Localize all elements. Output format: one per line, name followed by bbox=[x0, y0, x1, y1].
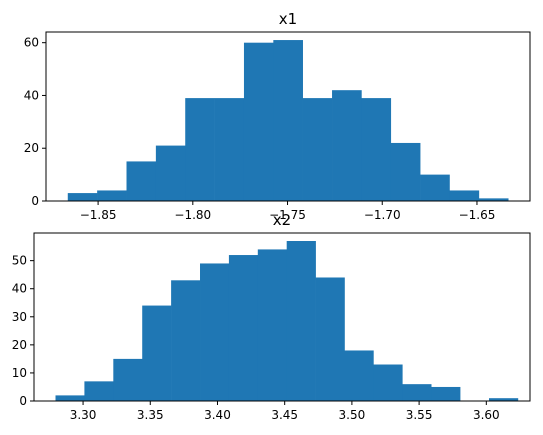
x2-x-tick-label-5: 3.55 bbox=[406, 408, 433, 422]
x2-y-tick-label-0: 0 bbox=[19, 394, 27, 408]
x2-bar-2 bbox=[113, 358, 143, 401]
x1-bar-13 bbox=[449, 190, 480, 201]
x2-y-tick-label-4: 40 bbox=[12, 282, 27, 296]
x2-x-tick-label-1: 3.35 bbox=[137, 408, 164, 422]
histogram-x1: −1.85 −1.80 −1.75 −1.70 −1.65 0 20 40 60 x1 bbox=[24, 10, 531, 222]
x1-bar-1 bbox=[97, 190, 127, 201]
x2-y-tick-label-5: 50 bbox=[12, 254, 27, 268]
x1-bar-9 bbox=[332, 90, 362, 201]
x1-bar-7 bbox=[273, 40, 303, 201]
x1-y-tick-label-1: 20 bbox=[24, 141, 39, 155]
x2-bar-13 bbox=[431, 386, 461, 401]
x2-y-tick-label-2: 20 bbox=[12, 338, 27, 352]
x1-bar-10 bbox=[361, 98, 392, 201]
x2-y-ticks: 0 10 20 30 40 50 bbox=[12, 254, 34, 408]
x2-bar-5 bbox=[200, 263, 230, 401]
x1-x-tick-label-1: −1.80 bbox=[174, 208, 211, 222]
x1-bar-6 bbox=[243, 42, 274, 201]
x1-bar-14 bbox=[478, 198, 509, 201]
x2-x-ticks: 3.30 3.35 3.40 3.45 3.50 3.55 3.60 bbox=[70, 401, 500, 422]
x2-bar-11 bbox=[373, 364, 403, 401]
x1-y-ticks: 0 20 40 60 bbox=[24, 36, 46, 208]
x1-x-tick-label-4: −1.65 bbox=[459, 208, 496, 222]
x1-title: x1 bbox=[279, 10, 297, 28]
x2-bar-10 bbox=[344, 350, 374, 401]
x1-x-tick-label-3: −1.70 bbox=[364, 208, 401, 222]
x2-bar-9 bbox=[315, 277, 345, 401]
x2-bars bbox=[55, 241, 519, 401]
x2-x-tick-label-4: 3.50 bbox=[339, 408, 366, 422]
x2-x-tick-label-2: 3.40 bbox=[204, 408, 231, 422]
x2-bar-15 bbox=[489, 398, 519, 401]
x1-bar-12 bbox=[420, 174, 450, 201]
x1-x-tick-label-0: −1.85 bbox=[80, 208, 117, 222]
x2-bar-1 bbox=[84, 381, 114, 401]
x2-bar-0 bbox=[55, 395, 85, 401]
x2-y-tick-label-3: 30 bbox=[12, 310, 27, 324]
x2-bar-6 bbox=[228, 255, 259, 401]
x2-bar-12 bbox=[402, 384, 432, 401]
x1-bar-11 bbox=[390, 142, 421, 201]
x1-bars bbox=[67, 40, 509, 201]
x1-bar-2 bbox=[126, 161, 157, 201]
x2-title: x2 bbox=[273, 211, 291, 229]
x1-bar-3 bbox=[155, 145, 186, 201]
x2-bar-7 bbox=[257, 249, 287, 401]
x1-x-ticks: −1.85 −1.80 −1.75 −1.70 −1.65 bbox=[80, 201, 496, 222]
x2-x-tick-label-3: 3.45 bbox=[271, 408, 298, 422]
histogram-x2: 3.30 3.35 3.40 3.45 3.50 3.55 3.60 0 10 20 30 40 50… bbox=[12, 211, 531, 422]
x2-y-tick-label-1: 10 bbox=[12, 366, 27, 380]
x2-bar-8 bbox=[286, 241, 316, 401]
x1-bar-0 bbox=[67, 193, 98, 201]
x1-bar-8 bbox=[302, 98, 333, 201]
x2-bar-3 bbox=[142, 305, 172, 401]
x1-y-tick-label-3: 60 bbox=[24, 36, 39, 50]
x1-bar-5 bbox=[214, 98, 245, 201]
x2-x-tick-label-0: 3.30 bbox=[70, 408, 97, 422]
x1-x-tick-label-2: −1.75 bbox=[269, 208, 306, 222]
x1-bar-4 bbox=[185, 98, 215, 201]
x1-y-tick-label-0: 0 bbox=[31, 194, 39, 208]
x2-bar-4 bbox=[171, 280, 201, 401]
x1-y-tick-label-2: 40 bbox=[24, 88, 39, 102]
x2-x-tick-label-6: 3.60 bbox=[473, 408, 500, 422]
